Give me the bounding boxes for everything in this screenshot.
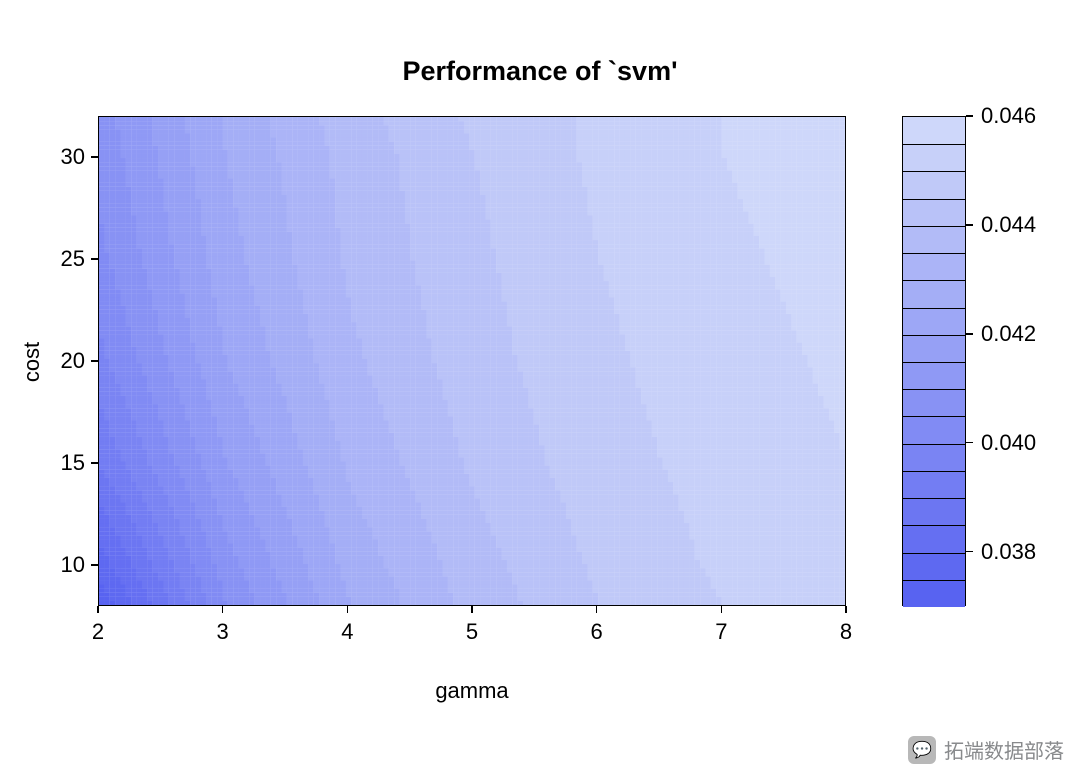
contour-svg <box>99 117 845 605</box>
legend-cell <box>903 308 965 335</box>
x-tick <box>721 606 723 613</box>
y-tick <box>91 360 98 362</box>
y-tick-label: 20 <box>45 348 85 374</box>
legend-tick <box>966 333 973 335</box>
legend-tick-label: 0.046 <box>981 103 1036 129</box>
x-axis-label: gamma <box>98 678 846 704</box>
color-legend <box>902 116 966 606</box>
legend-cell <box>903 471 965 498</box>
y-tick <box>91 462 98 464</box>
legend-cell <box>903 171 965 198</box>
x-tick <box>845 606 847 613</box>
legend-cell <box>903 226 965 253</box>
chart-title: Performance of `svm' <box>0 56 1080 87</box>
y-axis-label: cost <box>19 342 45 382</box>
legend-cell <box>903 362 965 389</box>
y-tick-label: 25 <box>45 246 85 272</box>
legend-cell <box>903 444 965 471</box>
legend-tick <box>966 115 973 117</box>
legend-cell <box>903 335 965 362</box>
watermark-text: 拓端数据部落 <box>944 735 1064 764</box>
x-tick-label: 2 <box>78 619 118 645</box>
legend-cell <box>903 553 965 580</box>
legend-tick-label: 0.044 <box>981 212 1036 238</box>
legend-tick <box>966 551 973 553</box>
x-tick <box>222 606 224 613</box>
x-tick <box>596 606 598 613</box>
y-tick-label: 10 <box>45 552 85 578</box>
x-tick-label: 4 <box>327 619 367 645</box>
x-tick <box>471 606 473 613</box>
legend-tick <box>966 224 973 226</box>
y-tick-label: 15 <box>45 450 85 476</box>
legend-cell <box>903 117 965 144</box>
watermark: 💬 拓端数据部落 <box>908 735 1064 764</box>
legend-cell <box>903 144 965 171</box>
x-tick-label: 3 <box>203 619 243 645</box>
legend-cell <box>903 199 965 226</box>
wechat-icon: 💬 <box>908 736 936 764</box>
y-tick <box>91 156 98 158</box>
legend-cell <box>903 253 965 280</box>
x-tick-label: 5 <box>452 619 492 645</box>
legend-cell <box>903 389 965 416</box>
legend-tick-label: 0.042 <box>981 321 1036 347</box>
legend-cell <box>903 580 965 607</box>
x-tick-label: 6 <box>577 619 617 645</box>
legend-tick-label: 0.040 <box>981 430 1036 456</box>
legend-tick <box>966 442 973 444</box>
legend-cell <box>903 280 965 307</box>
y-tick <box>91 564 98 566</box>
y-tick <box>91 258 98 260</box>
y-tick-label: 30 <box>45 144 85 170</box>
legend-cell <box>903 525 965 552</box>
contour-plot <box>98 116 846 606</box>
x-tick-label: 7 <box>701 619 741 645</box>
x-tick-label: 8 <box>826 619 866 645</box>
x-tick <box>97 606 99 613</box>
legend-cell <box>903 416 965 443</box>
x-tick <box>347 606 349 613</box>
legend-tick-label: 0.038 <box>981 539 1036 565</box>
legend-cell <box>903 498 965 525</box>
